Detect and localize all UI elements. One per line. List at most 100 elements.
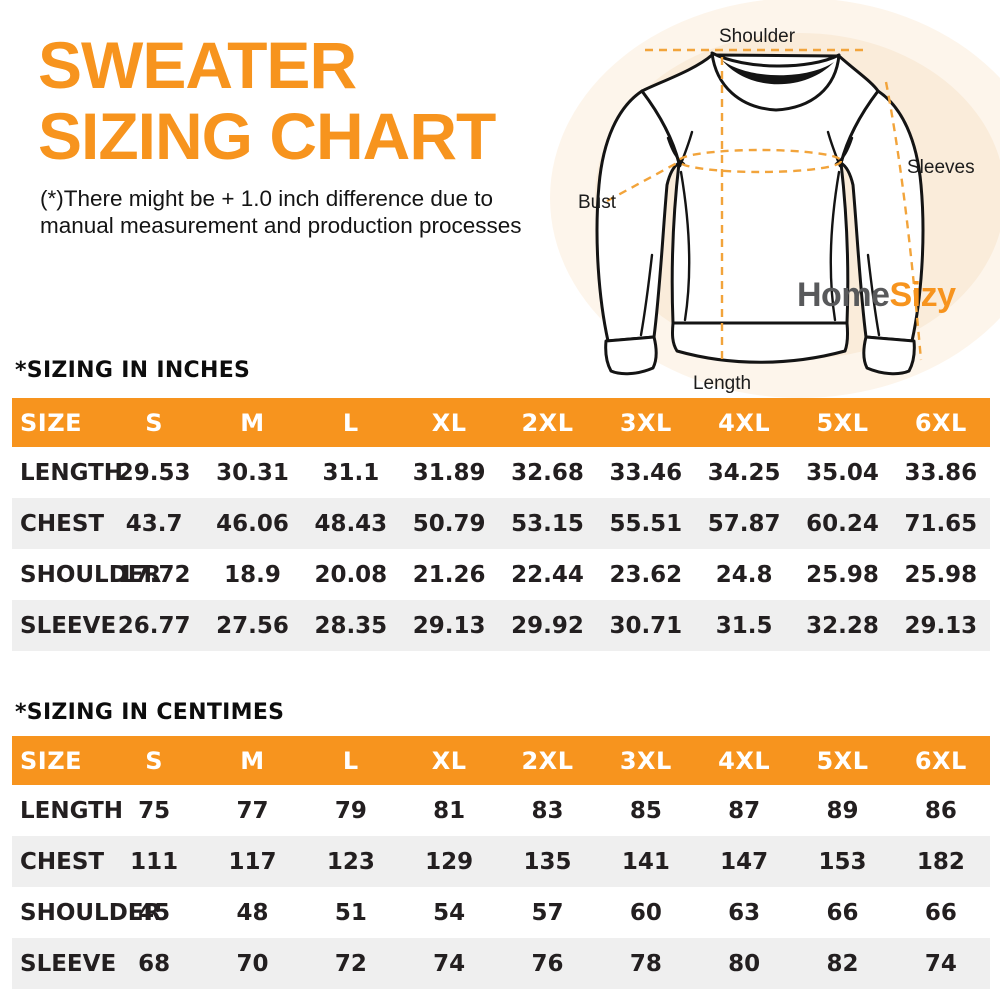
value-cell: 153 xyxy=(818,848,867,875)
value-cell: 32.28 xyxy=(806,612,879,639)
row-label: SLEEVE xyxy=(20,950,117,977)
column-header-5xl: 5XL xyxy=(816,746,869,775)
value-cell: 25.98 xyxy=(904,561,978,588)
value-cell: 25.98 xyxy=(806,561,879,588)
value-cell: 68 xyxy=(138,950,171,977)
sizing-table-inches: SIZE S M L XL 2XL 3XL 4XL 5XL 6XL LENGTH 29.53 30.31… xyxy=(12,398,990,651)
sizing-table-centimeters: SIZE S M L XL 2XL 3XL 4XL 5XL 6XL LENGTH 75 77 79 81 83… xyxy=(12,736,990,989)
brand-logo: HomeSizy xyxy=(797,276,956,315)
value-cell: 29.53 xyxy=(117,459,191,486)
value-cell: 86 xyxy=(924,797,957,824)
value-cell: 72 xyxy=(334,950,367,977)
row-label: SHOULDER xyxy=(20,899,162,926)
value-cell: 70 xyxy=(236,950,269,977)
column-header-s: S xyxy=(145,746,164,775)
size-column-header: SIZE xyxy=(20,746,83,775)
page-title-line2: SIZING CHART xyxy=(38,98,496,173)
value-cell: 60.24 xyxy=(806,510,879,537)
table-row-sleeve: SLEEVE 68 70 72 74 76 78 80 82 74 xyxy=(12,938,990,989)
value-cell: 46.06 xyxy=(216,510,289,537)
disclaimer-line1: (*)There might be + 1.0 inch difference … xyxy=(40,186,493,211)
value-cell: 23.62 xyxy=(609,561,683,588)
bust-measure-ellipse xyxy=(677,148,843,174)
value-cell: 27.56 xyxy=(216,612,289,639)
value-cell: 141 xyxy=(621,848,670,875)
bust-label: Bust xyxy=(578,192,617,213)
column-header-4xl: 4XL xyxy=(718,408,771,437)
value-cell: 34.25 xyxy=(707,459,781,486)
length-label: Length xyxy=(692,373,752,394)
value-cell: 74 xyxy=(433,950,466,977)
section-title-centimeters: *SIZING IN CENTIMES xyxy=(15,700,285,725)
sweater-illustration xyxy=(550,0,1000,398)
value-cell: 31.1 xyxy=(322,459,380,486)
column-header-2xl: 2XL xyxy=(521,408,574,437)
value-cell: 21.26 xyxy=(412,561,486,588)
value-cell: 81 xyxy=(433,797,466,824)
column-header-4xl: 4XL xyxy=(718,746,771,775)
page-title-line1: SWEATER xyxy=(38,28,357,102)
column-header-3xl: 3XL xyxy=(619,746,672,775)
sleeves-label: Sleeves xyxy=(907,157,975,178)
column-header-6xl: 6XL xyxy=(914,746,967,775)
row-label: SLEEVE xyxy=(20,612,117,639)
value-cell: 20.08 xyxy=(314,561,388,588)
value-cell: 123 xyxy=(326,848,375,875)
value-cell: 22.44 xyxy=(511,561,584,588)
table-row-length: LENGTH 29.53 30.31 31.1 31.89 32.68 33.46 34.25… xyxy=(12,447,990,498)
value-cell: 29.92 xyxy=(511,612,584,639)
value-cell: 66 xyxy=(924,899,957,926)
value-cell: 31.89 xyxy=(412,459,486,486)
table-header-row: SIZE S M L XL 2XL 3XL 4XL 5XL 6XL xyxy=(12,398,990,447)
value-cell: 32.68 xyxy=(511,459,584,486)
value-cell: 55.51 xyxy=(609,510,683,537)
value-cell: 89 xyxy=(826,797,859,824)
value-cell: 87 xyxy=(728,797,761,824)
row-label: LENGTH xyxy=(20,459,124,486)
value-cell: 30.71 xyxy=(609,612,683,639)
value-cell: 77 xyxy=(236,797,269,824)
value-cell: 129 xyxy=(425,848,474,875)
value-cell: 45 xyxy=(138,899,171,926)
table-row-shoulder: SHOULDER 45 48 51 54 57 60 63 66 66 xyxy=(12,887,990,938)
sleeve-measure-line xyxy=(884,81,923,361)
value-cell: 147 xyxy=(720,848,769,875)
value-cell: 35.04 xyxy=(806,459,879,486)
value-cell: 76 xyxy=(531,950,564,977)
value-cell: 83 xyxy=(531,797,564,824)
size-column-header: SIZE xyxy=(20,408,83,437)
section-title-inches: *SIZING IN INCHES xyxy=(15,358,251,383)
table-row-sleeve: SLEEVE 26.77 27.56 28.35 29.13 29.92 30.71 31.5… xyxy=(12,600,990,651)
row-label: SHOULDER xyxy=(20,561,162,588)
sweater-measurement-diagram xyxy=(545,0,1000,398)
column-header-s: S xyxy=(145,408,164,437)
value-cell: 57.87 xyxy=(707,510,781,537)
column-header-5xl: 5XL xyxy=(816,408,869,437)
value-cell: 28.35 xyxy=(314,612,388,639)
value-cell: 71.65 xyxy=(904,510,978,537)
value-cell: 26.77 xyxy=(117,612,191,639)
table-row-length: LENGTH 75 77 79 81 83 85 87 89 86 xyxy=(12,785,990,836)
value-cell: 29.13 xyxy=(412,612,486,639)
column-header-m: M xyxy=(240,408,265,437)
column-header-xl: XL xyxy=(431,408,467,437)
page-title: SWEATER SIZING CHART xyxy=(38,28,496,173)
value-cell: 29.13 xyxy=(904,612,978,639)
value-cell: 111 xyxy=(130,848,179,875)
value-cell: 135 xyxy=(523,848,572,875)
column-header-2xl: 2XL xyxy=(521,746,574,775)
value-cell: 82 xyxy=(826,950,859,977)
value-cell: 78 xyxy=(629,950,662,977)
value-cell: 53.15 xyxy=(511,510,584,537)
value-cell: 18.9 xyxy=(224,561,281,588)
value-cell: 33.46 xyxy=(609,459,683,486)
value-cell: 79 xyxy=(334,797,367,824)
shoulder-label: Shoulder xyxy=(718,26,796,47)
value-cell: 63 xyxy=(728,899,761,926)
value-cell: 75 xyxy=(138,797,171,824)
row-label: LENGTH xyxy=(20,797,124,824)
table-row-chest: CHEST 111 117 123 129 135 141 147 153 182 xyxy=(12,836,990,887)
value-cell: 74 xyxy=(924,950,957,977)
value-cell: 60 xyxy=(629,899,662,926)
table-header-row: SIZE S M L XL 2XL 3XL 4XL 5XL 6XL xyxy=(12,736,990,785)
